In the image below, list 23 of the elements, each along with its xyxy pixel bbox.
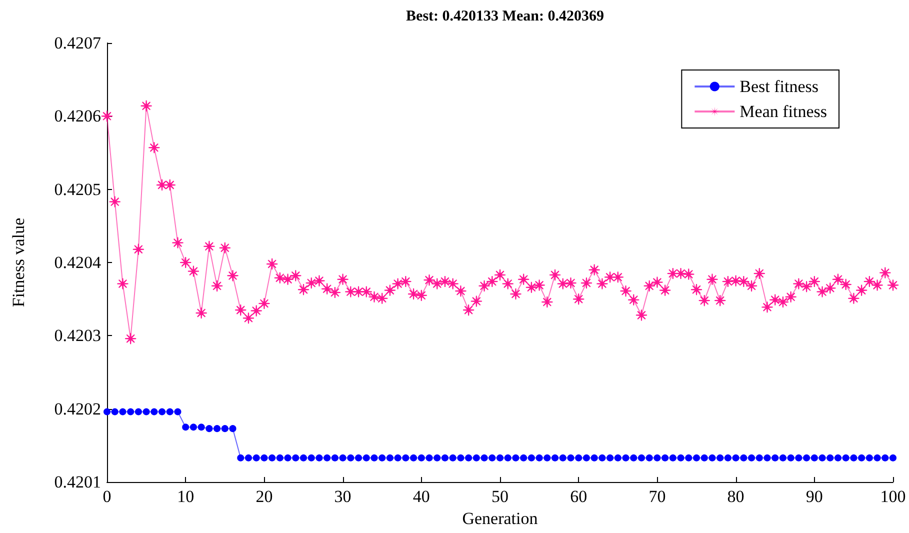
x-tick-label: 20 (256, 487, 273, 506)
chart-title: Best: 0.420133 Mean: 0.420369 (406, 8, 604, 24)
x-tick-label: 10 (177, 487, 194, 506)
x-tick-label: 0 (102, 487, 112, 506)
x-tick-label: 70 (648, 487, 666, 506)
y-tick-label: 0.4207 (54, 34, 102, 52)
x-tick-label: 100 (880, 487, 906, 506)
x-tick-label: 30 (334, 487, 352, 506)
legend-label: Best fitness (740, 77, 819, 96)
y-tick-label: 0.4205 (54, 180, 101, 199)
x-tick-label: 80 (727, 487, 744, 506)
x-tick-label: 40 (412, 487, 430, 506)
x-tick-label: 90 (806, 487, 823, 506)
legend-label: Mean fitness (740, 102, 828, 121)
y-tick-label: 0.4204 (54, 253, 102, 272)
y-tick-label: 0.4201 (54, 472, 101, 492)
y-tick-label: 0.4203 (54, 326, 101, 346)
x-tick-label: 60 (570, 487, 588, 506)
y-axis-title: Fitness value (9, 218, 28, 308)
x-axis-title: Generation (462, 508, 538, 528)
x-tick-label: 50 (492, 487, 508, 506)
y-tick-label: 0.4202 (54, 399, 101, 418)
y-tick-label: 0.4206 (54, 106, 101, 126)
